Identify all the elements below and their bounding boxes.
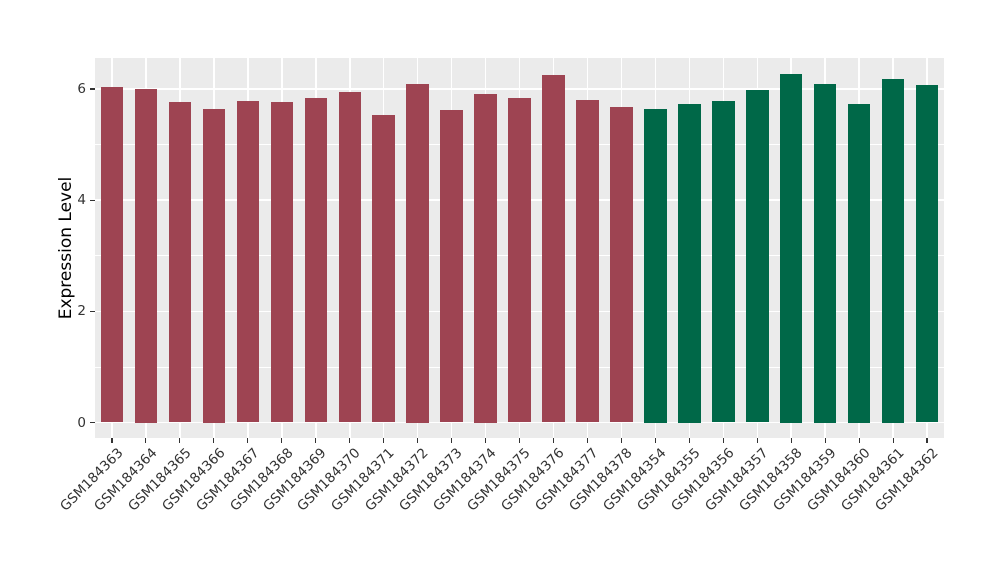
x-axis-tick [417, 438, 419, 443]
bar [542, 74, 565, 423]
x-axis-tick [111, 438, 113, 443]
bar [100, 86, 124, 423]
bar [508, 97, 531, 423]
x-axis-tick [383, 438, 385, 443]
x-axis-tick [349, 438, 351, 443]
bar [474, 93, 497, 423]
x-axis-tick [926, 438, 928, 443]
bar [712, 100, 735, 423]
x-axis-tick [518, 438, 521, 443]
y-axis-title: Expression Level [56, 176, 76, 320]
y-axis-tick-label: 4 [77, 192, 86, 209]
bar [847, 103, 871, 423]
bar [644, 108, 667, 423]
bar [576, 99, 599, 423]
x-axis-tick [552, 438, 555, 443]
y-axis-tick [90, 421, 95, 424]
x-axis-tick [315, 438, 317, 443]
x-axis-tick [586, 438, 588, 443]
x-axis-tick [790, 438, 792, 443]
bar [168, 101, 192, 423]
y-axis-tick-label: 0 [77, 414, 86, 431]
bar [372, 115, 395, 423]
bar [134, 89, 158, 423]
x-axis-tick [824, 438, 826, 443]
x-axis-tick [145, 438, 147, 443]
bar [202, 108, 226, 423]
x-axis-tick [722, 438, 724, 443]
x-axis-tick [451, 438, 453, 443]
y-axis-tick-label: 6 [77, 81, 86, 97]
y-axis-tick [90, 199, 95, 201]
bar [746, 89, 769, 423]
bar [779, 74, 803, 423]
bar [915, 85, 939, 423]
x-axis-tick [281, 438, 283, 443]
x-axis-tick [620, 438, 622, 443]
y-axis-tick [90, 310, 95, 312]
x-axis-tick [654, 438, 656, 443]
x-axis-tick [213, 438, 215, 443]
bar [406, 83, 429, 423]
bar [304, 97, 327, 423]
y-axis-tick-label: 2 [77, 303, 86, 320]
x-axis-tick [484, 438, 487, 443]
x-axis-tick [688, 438, 690, 443]
x-axis-tick [179, 438, 181, 443]
bar [270, 101, 293, 423]
bar [610, 107, 633, 423]
bar [813, 83, 837, 423]
x-axis-tick [247, 438, 249, 443]
bar [678, 103, 701, 423]
bar [236, 100, 260, 423]
x-axis-tick [892, 438, 894, 443]
bar [881, 78, 905, 423]
bar [440, 110, 463, 423]
bar [338, 91, 361, 423]
x-axis-tick [756, 438, 758, 443]
y-axis-tick [90, 88, 95, 90]
x-axis-tick [858, 438, 860, 443]
plot-panel [95, 58, 944, 438]
